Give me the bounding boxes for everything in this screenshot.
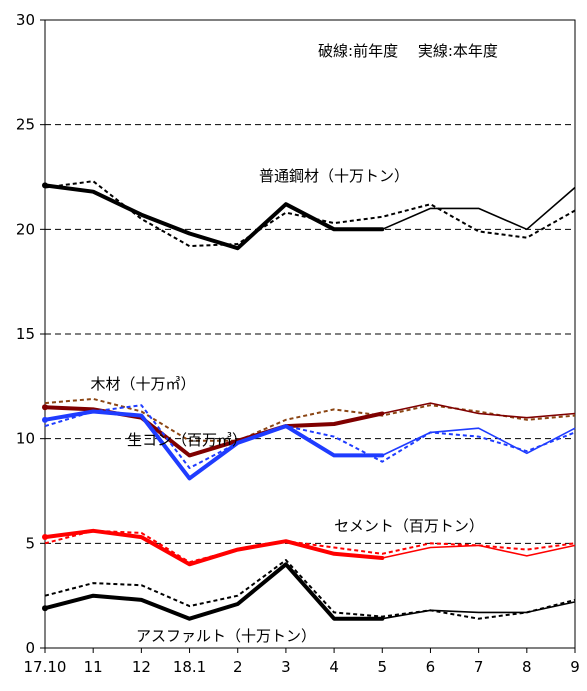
series-asphalt-point-0 (42, 605, 48, 612)
series-steel-current-recent-line (381, 186, 576, 231)
series-wood-current-recent-line (382, 402, 576, 419)
series-wood-point-0 (42, 404, 48, 411)
series-concrete-previous-line (44, 404, 576, 469)
legend-note: 破線:前年度 実線:本年度 (318, 42, 498, 60)
series-cement-current-recent-line (382, 544, 576, 559)
x-tick-label-5: 3 (281, 658, 291, 676)
x-tick-label-2: 12 (132, 658, 151, 676)
series-label-cement: セメント（百万トン） (334, 517, 484, 535)
x-tick-label-6: 4 (329, 658, 339, 676)
series-label-concrete: 生コン（百万㎥） (127, 431, 247, 449)
x-tick-label-1: 11 (84, 658, 103, 676)
x-tick-label-10: 8 (522, 658, 532, 676)
y-tick-label-5: 5 (25, 534, 35, 552)
x-tick-label-0: 17.10 (24, 658, 67, 676)
series-cement-previous-line (44, 529, 576, 564)
series-asphalt-current-recent-line (382, 601, 576, 620)
labels: 破線:前年度 実線:本年度 普通鋼材（十万トン） 木材（十万㎥） 生コン（百万㎥… (90, 42, 497, 645)
gridlines (45, 124, 575, 544)
series-steel-previous-line (44, 180, 576, 248)
x-tick-label-9: 7 (474, 658, 484, 676)
series-asphalt-current-line (43, 562, 385, 621)
x-tick-label-3: 18.1 (173, 658, 206, 676)
series-label-wood: 木材（十万㎥） (90, 375, 195, 393)
y-tick-label-15: 15 (16, 325, 35, 343)
y-tick-label-0: 0 (25, 639, 35, 657)
x-tick-label-7: 5 (377, 658, 387, 676)
x-tick-label-11: 9 (570, 658, 580, 676)
series-steel-current-line (43, 183, 385, 251)
y-tick-label-25: 25 (16, 116, 35, 134)
series-lines (42, 180, 576, 621)
y-tick-label-20: 20 (16, 220, 35, 238)
series-cement-point-0 (42, 534, 48, 541)
y-tick-label-30: 30 (16, 11, 35, 29)
series-label-asphalt: アスファルト（十万トン） (136, 627, 316, 645)
series-label-steel: 普通鋼材（十万トン） (259, 167, 409, 185)
series-concrete-current-line (43, 409, 385, 481)
y-tick-label-10: 10 (16, 430, 35, 448)
series-steel-point-0 (42, 182, 48, 189)
x-tick-label-8: 6 (426, 658, 436, 676)
series-asphalt-previous-line (44, 559, 576, 620)
series-concrete-point-0 (42, 416, 48, 423)
axes: 0 5 10 15 20 25 30 17.10 11 12 18.1 2 3 4 5 6 7 8 9 (16, 11, 580, 676)
series-cement-current-line (43, 528, 385, 567)
x-tick-label-4: 2 (233, 658, 243, 676)
series-wood-previous-line (44, 397, 576, 442)
series-concrete-current-recent-line (381, 427, 576, 457)
